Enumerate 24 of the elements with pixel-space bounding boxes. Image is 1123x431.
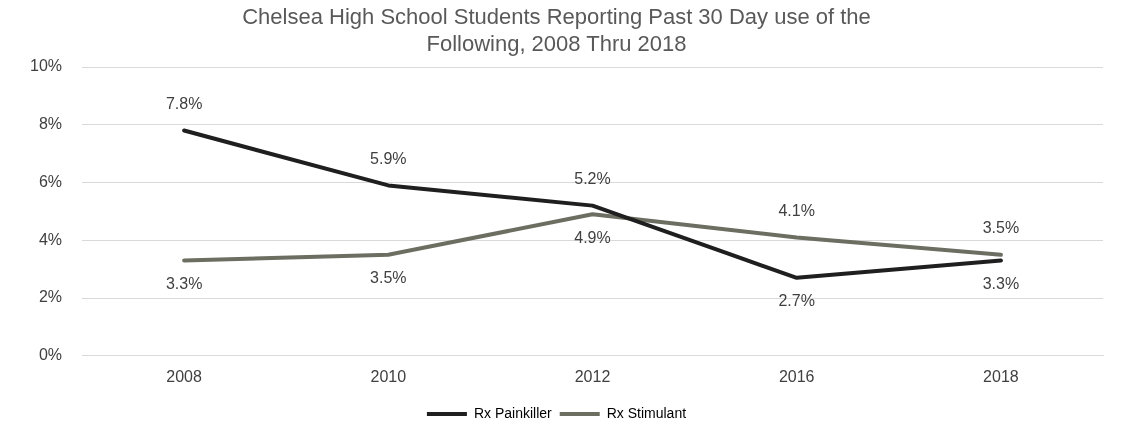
y-tick-label: 0% xyxy=(38,346,63,364)
data-label: 4.9% xyxy=(574,228,611,246)
chart-title: Chelsea High School Students Reporting Past 30 Day use of the Following, 2008 Thru 2018 xyxy=(242,3,871,57)
data-label: 3.5% xyxy=(370,269,407,287)
x-tick-label: 2010 xyxy=(370,367,407,385)
x-tick-label: 2012 xyxy=(574,367,611,385)
data-label: 5.9% xyxy=(370,149,407,167)
y-tick-label: 4% xyxy=(38,230,63,248)
y-tick-label: 2% xyxy=(38,288,63,306)
y-tick-label: 10% xyxy=(29,57,63,75)
x-tick-label: 2016 xyxy=(778,367,815,385)
legend-label: Rx Painkiller xyxy=(473,404,553,421)
legend-label: Rx Stimulant xyxy=(606,404,687,421)
x-tick-label: 2018 xyxy=(983,367,1019,385)
data-label: 7.8% xyxy=(165,94,203,112)
y-tick-label: 6% xyxy=(38,172,63,190)
data-label: 2.7% xyxy=(778,292,815,310)
data-label: 3.5% xyxy=(982,219,1020,237)
data-label: 3.3% xyxy=(982,274,1020,292)
data-label: 3.3% xyxy=(165,274,203,292)
y-tick-label: 8% xyxy=(38,115,63,133)
data-label: 4.1% xyxy=(778,201,815,219)
data-label: 5.2% xyxy=(574,170,611,188)
x-tick-label: 2008 xyxy=(166,367,203,385)
